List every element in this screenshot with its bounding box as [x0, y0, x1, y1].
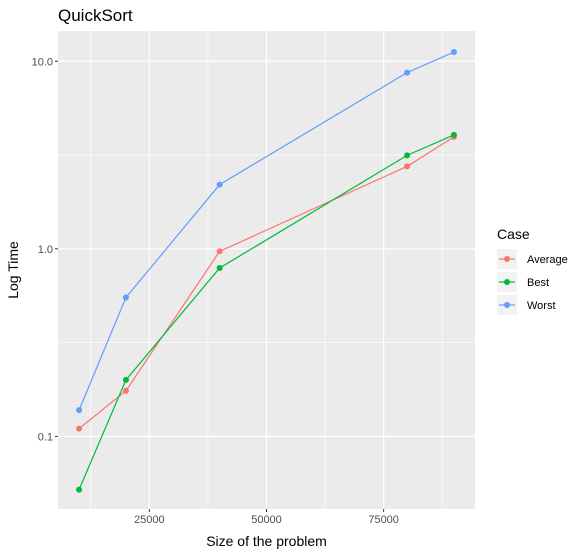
- legend-label-best: Best: [527, 277, 549, 289]
- chart-title: QuickSort: [58, 6, 133, 25]
- point-average-1: [122, 387, 129, 394]
- point-worst-4: [450, 49, 457, 56]
- point-average-0: [76, 425, 83, 432]
- x-axis-title: Size of the problem: [206, 533, 327, 549]
- point-worst-0: [76, 407, 83, 414]
- point-best-0: [76, 486, 83, 493]
- axis-ticks: 25000 50000 75000 0.1 1.0 10.0: [32, 56, 399, 526]
- y-axis-title: Log Time: [5, 241, 21, 299]
- point-best-4: [450, 131, 457, 138]
- y-tick-label-2: 10.0: [32, 56, 53, 68]
- legend-label-average: Average: [527, 254, 568, 266]
- point-worst-2: [216, 181, 223, 188]
- series-layer: [76, 49, 457, 493]
- point-average-2: [216, 248, 223, 255]
- legend-key-point-average: [504, 256, 510, 262]
- point-best-1: [122, 376, 129, 383]
- y-tick-label-0: 0.1: [38, 431, 53, 443]
- x-tick-label-0: 25000: [134, 514, 165, 526]
- legend: Case Average Best Worst: [497, 226, 568, 315]
- grid-lines: [58, 31, 475, 509]
- point-average-3: [404, 163, 411, 170]
- point-worst-1: [122, 294, 129, 301]
- legend-label-worst: Worst: [527, 300, 556, 312]
- point-best-2: [216, 265, 223, 272]
- point-best-3: [404, 152, 411, 159]
- legend-key-point-worst: [504, 302, 510, 308]
- y-tick-label-1: 1.0: [38, 244, 53, 256]
- legend-key-point-best: [504, 279, 510, 285]
- legend-title: Case: [497, 226, 530, 242]
- x-tick-label-2: 75000: [368, 514, 399, 526]
- point-worst-3: [404, 69, 411, 76]
- x-tick-label-1: 50000: [251, 514, 282, 526]
